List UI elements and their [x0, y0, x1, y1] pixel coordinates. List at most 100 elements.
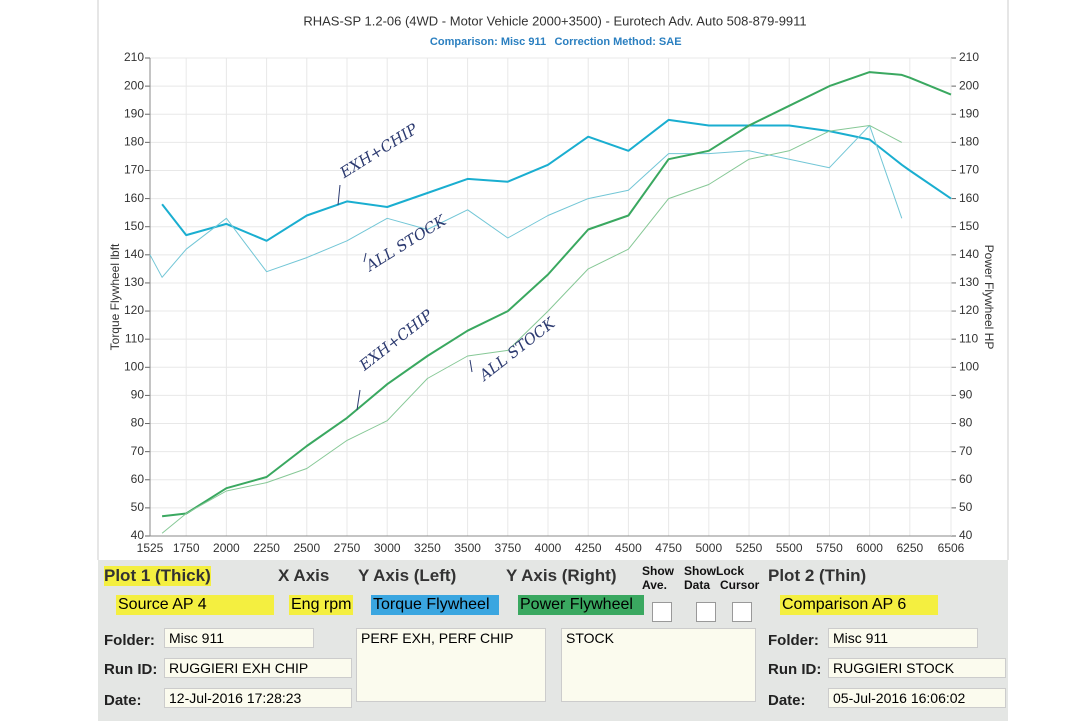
x-tick-label: 5000	[695, 541, 722, 555]
series-line	[149, 125, 903, 278]
y-tick-label: 110	[125, 331, 144, 345]
y2-tick-label: 90	[959, 388, 973, 402]
y2-tick-label: 150	[959, 219, 979, 233]
y2-tick-label: 190	[959, 106, 979, 120]
annotation-stroke	[469, 359, 473, 373]
x-tick-label: 4750	[655, 541, 682, 555]
folder-value: Misc 911	[828, 628, 978, 648]
y-tick-label: 70	[131, 444, 145, 458]
y2-tick-label: 160	[959, 191, 979, 205]
y2-tick-label: 130	[959, 275, 979, 289]
y-tick-label: 50	[131, 500, 145, 514]
y-tick-label: 130	[124, 275, 144, 289]
cursor-header: Cursor	[720, 578, 760, 592]
x-tick-label: 6506	[938, 541, 965, 555]
y-tick-label: 180	[124, 135, 144, 149]
y2-tick-label: 120	[959, 303, 979, 317]
y2-tick-label: 60	[959, 472, 973, 486]
y-tick-label: 60	[131, 472, 145, 486]
y-tick-label: 150	[124, 219, 144, 233]
y2-tick-label: 170	[959, 163, 979, 177]
x-tick-label: 6250	[896, 541, 923, 555]
y-right-header: Y Axis (Right)	[506, 566, 617, 585]
y2-tick-label: 110	[959, 331, 978, 345]
y2-tick-label: 210	[959, 50, 979, 64]
x-tick-label: 5500	[776, 541, 803, 555]
folder-label: Folder:	[104, 632, 155, 649]
folder-label: Folder:	[768, 632, 819, 649]
run-value: RUGGIERI EXH CHIP	[164, 658, 352, 678]
series-line	[161, 125, 903, 534]
x-tick-label: 5250	[736, 541, 763, 555]
y-left-header: Y Axis (Left)	[358, 566, 457, 585]
x-tick-label: 1525	[137, 541, 164, 555]
x-tick-label: 4500	[615, 541, 642, 555]
y-tick-label: 160	[124, 191, 144, 205]
x-tick-label: 2250	[253, 541, 280, 555]
y-tick-label: 100	[124, 359, 144, 373]
x-tick-label: 2500	[293, 541, 320, 555]
date-value: 05-Jul-2016 16:06:02	[828, 688, 1006, 708]
x-tick-label: 3500	[454, 541, 481, 555]
y-tick-label: 120	[124, 303, 144, 317]
y2-tick-label: 180	[959, 135, 979, 149]
plot2-header: Plot 2 (Thin)	[768, 566, 867, 585]
handwritten-annotation: ALL STOCK	[474, 314, 559, 386]
series-line	[161, 71, 952, 518]
annotation-stroke	[363, 252, 367, 263]
folder-value: Misc 911	[164, 628, 314, 648]
chart-subtitle: Comparison: Misc 911	[430, 36, 546, 48]
annotation-stroke	[356, 389, 361, 411]
x-tick-label: 4000	[535, 541, 562, 555]
x-tick-label: 5750	[816, 541, 843, 555]
x-tick-label: 3250	[414, 541, 441, 555]
y-tick-label: 210	[124, 50, 144, 64]
date-value: 12-Jul-2016 17:28:23	[164, 688, 352, 708]
y-tick-label: 40	[131, 528, 145, 542]
x-tick-label: 6000	[856, 541, 883, 555]
y-axis-label: Torque Flywheel lbft	[108, 243, 122, 350]
y-tick-label: 80	[131, 416, 145, 430]
x-tick-label: 2750	[334, 541, 361, 555]
y2-tick-label: 140	[959, 247, 979, 261]
annotation-stroke	[337, 184, 341, 206]
x-axis-select[interactable]: Eng rpm	[289, 595, 353, 615]
chart-subtitle: Correction Method: SAE	[554, 36, 681, 48]
y-tick-label: 90	[131, 388, 145, 402]
chart: RHAS-SP 1.2-06 (4WD - Motor Vehicle 2000…	[97, 0, 1009, 560]
y-right-select[interactable]: Power Flywheel	[518, 595, 644, 615]
x-tick-label: 2000	[213, 541, 240, 555]
y2-tick-label: 50	[959, 500, 973, 514]
notes-plot2: STOCK	[561, 628, 756, 702]
y2-axis-label: Power Flywheel HP	[982, 245, 996, 350]
show-ave-header: Show Ave.	[642, 564, 674, 592]
lock-cursor-checkbox[interactable]	[732, 602, 752, 622]
control-panel: Plot 1 (Thick) X Axis Y Axis (Left) Y Ax…	[98, 560, 1008, 721]
handwritten-annotation: ALL STOCK	[361, 211, 450, 276]
plot1-header: Plot 1 (Thick)	[104, 566, 211, 586]
show-ave-checkbox[interactable]	[652, 602, 672, 622]
y-tick-label: 170	[124, 163, 144, 177]
show-data-checkbox[interactable]	[696, 602, 716, 622]
y2-tick-label: 100	[959, 359, 979, 373]
run-label: Run ID:	[768, 661, 822, 678]
y2-tick-label: 80	[959, 416, 973, 430]
y-left-select[interactable]: Torque Flywheel	[371, 595, 499, 615]
notes-plot1: PERF EXH, PERF CHIP	[356, 628, 546, 702]
y-tick-label: 140	[124, 247, 144, 261]
run-label: Run ID:	[104, 661, 158, 678]
x-tick-label: 3750	[494, 541, 521, 555]
date-label: Date:	[768, 692, 806, 709]
x-axis-header: X Axis	[278, 566, 330, 585]
y2-tick-label: 70	[959, 444, 973, 458]
y2-tick-label: 200	[959, 78, 979, 92]
handwritten-annotation: EXH+CHIP	[336, 119, 422, 182]
comparison-select[interactable]: Comparison AP 6	[780, 595, 938, 615]
chart-title: RHAS-SP 1.2-06 (4WD - Motor Vehicle 2000…	[303, 13, 806, 28]
date-label: Date:	[104, 692, 142, 709]
handwritten-annotation: EXH+CHIP	[355, 305, 437, 374]
source-select[interactable]: Source AP 4	[116, 595, 274, 615]
run-value: RUGGIERI STOCK	[828, 658, 1006, 678]
y-tick-label: 190	[124, 106, 144, 120]
